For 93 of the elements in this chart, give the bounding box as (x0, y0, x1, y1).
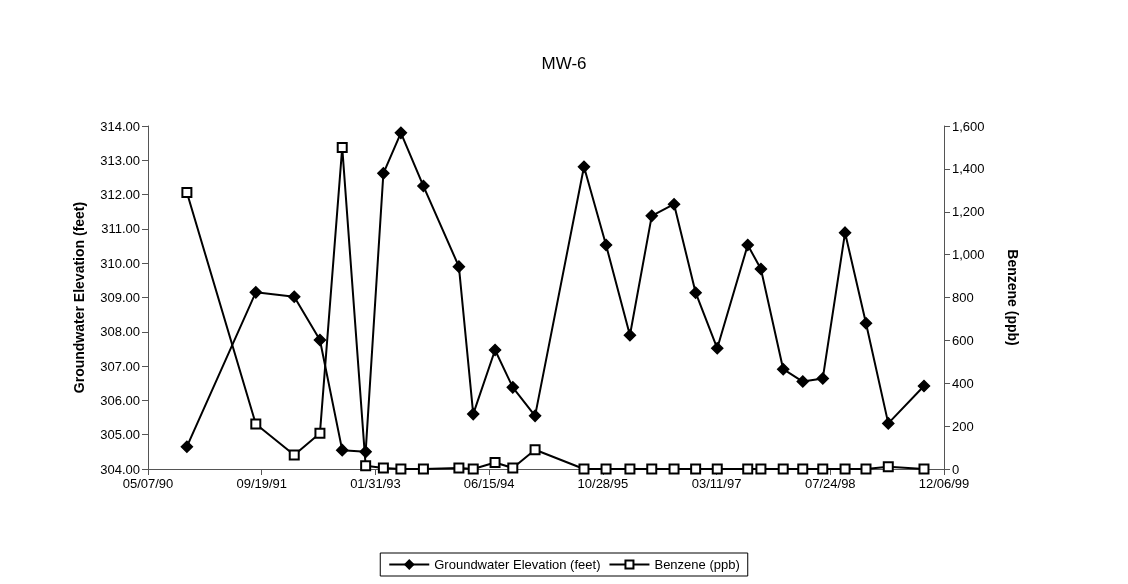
point (816, 372, 830, 385)
point (313, 333, 327, 347)
y-axis-title: Groundwater Elevation (feet) (71, 201, 87, 394)
point (742, 463, 754, 475)
point (623, 328, 637, 342)
y2-tick-label: 1,000 (952, 247, 985, 263)
point (453, 462, 465, 474)
point (250, 418, 262, 430)
y-tick-label: 308.00 (100, 324, 140, 340)
point (777, 463, 789, 475)
point (377, 462, 389, 474)
point (417, 179, 430, 193)
point (796, 375, 810, 388)
point (624, 463, 636, 475)
chart-title: MW-6 (541, 54, 587, 73)
point (918, 463, 930, 475)
point (690, 463, 702, 475)
y2-tick-label: 600 (952, 332, 974, 348)
y-tick-label: 304.00 (100, 461, 140, 477)
x-tick-label: 03/11/97 (691, 476, 742, 491)
y-tick-label: 314.00 (100, 118, 140, 134)
point (181, 186, 193, 198)
point (528, 409, 542, 423)
y-tick-label: 307.00 (100, 358, 140, 374)
point (377, 167, 390, 180)
point (467, 463, 479, 475)
point (839, 463, 851, 475)
point (755, 463, 767, 475)
point (335, 443, 349, 457)
point (452, 260, 466, 273)
point (287, 290, 301, 304)
x-tick-label: 09/19/91 (236, 476, 288, 491)
point (917, 379, 931, 393)
y-tick-label: 305.00 (100, 427, 140, 443)
point (754, 262, 768, 276)
point (288, 449, 300, 461)
point (488, 343, 502, 357)
point (489, 457, 501, 469)
point (646, 463, 658, 475)
x-tick-label: 06/15/94 (463, 476, 515, 491)
point (689, 286, 702, 299)
y-tick-label: 309.00 (100, 290, 140, 305)
point (838, 226, 852, 239)
y-tick-label: 313.00 (100, 152, 140, 168)
point (711, 342, 724, 355)
point (360, 460, 372, 472)
y-tick-label: 311.00 (101, 221, 140, 237)
y2-tick-label: 1,200 (952, 204, 985, 220)
point (882, 461, 894, 473)
point (506, 381, 520, 394)
y2-axis-title: Benzene (ppb) (1005, 249, 1021, 346)
point (314, 427, 326, 439)
point (741, 238, 754, 252)
y2-tick-label: 800 (952, 290, 974, 305)
point (817, 463, 829, 475)
x-tick-label: 07/24/98 (804, 476, 856, 491)
point (776, 362, 790, 376)
x-tick-label: 12/06/99 (918, 476, 970, 491)
x-tick-label: 05/07/90 (122, 476, 174, 491)
point (859, 316, 873, 330)
point (882, 417, 895, 430)
point (417, 463, 429, 475)
point (645, 209, 658, 223)
point (711, 463, 723, 475)
point (577, 160, 591, 174)
x-tick-label: 01/31/93 (350, 476, 401, 491)
point (578, 463, 590, 475)
point (668, 463, 680, 475)
point (394, 126, 408, 140)
point (667, 197, 681, 211)
point (249, 286, 263, 299)
y2-tick-label: 1,400 (952, 161, 985, 177)
y-tick-label: 312.00 (100, 187, 140, 203)
point (180, 440, 194, 453)
point (600, 463, 612, 475)
point (395, 463, 407, 475)
point (336, 141, 348, 153)
legend-label: Benzene (ppb) (654, 557, 740, 572)
y-tick-label: 310.00 (100, 255, 140, 271)
x-tick-label: 10/28/95 (577, 476, 629, 491)
y2-tick-label: 1,600 (952, 118, 985, 134)
y2-tick-label: 400 (952, 375, 974, 391)
point (507, 462, 519, 474)
y2-tick-label: 0 (952, 461, 960, 477)
point (797, 463, 809, 475)
point (860, 463, 872, 475)
y2-tick-label: 200 (952, 418, 974, 434)
point (359, 445, 372, 459)
y-tick-label: 306.00 (100, 392, 140, 408)
point (599, 238, 613, 252)
legend-label: Groundwater Elevation (feet) (434, 557, 601, 572)
point (466, 407, 480, 421)
point (529, 444, 541, 456)
